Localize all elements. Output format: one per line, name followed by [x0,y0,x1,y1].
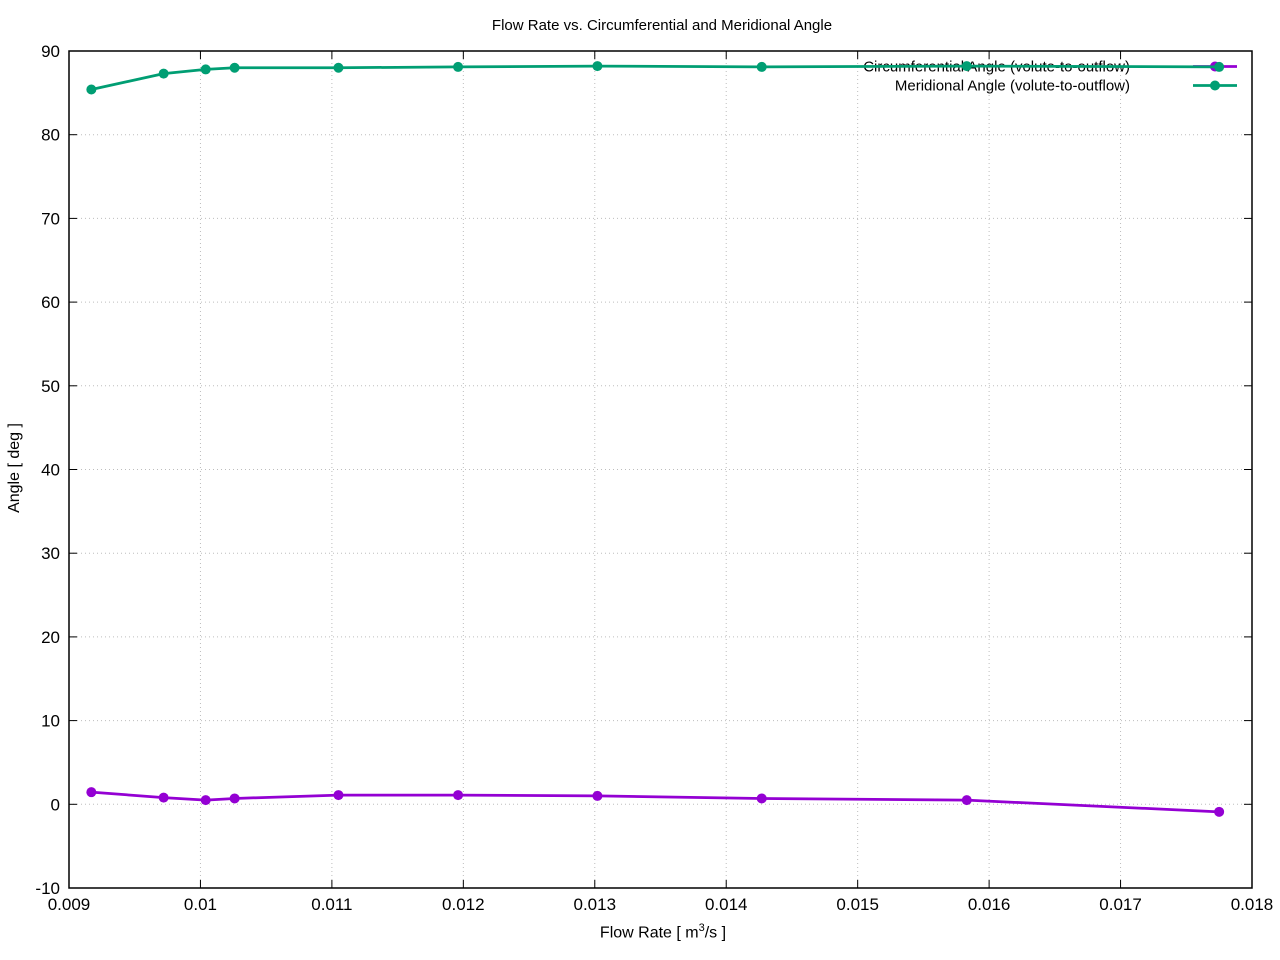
y-tick-label: 30 [41,544,60,563]
legend-label: Meridional Angle (volute-to-outflow) [895,78,1130,95]
plot-border [68,50,1253,889]
x-tick-label: 0.013 [574,895,617,914]
chart-title: Flow Rate vs. Circumferential and Meridi… [491,17,833,34]
x-tick-label: 0.017 [1099,895,1142,914]
y-tick-label: -10 [35,879,60,898]
data-point-circumferential [592,790,603,801]
data-point-meridional [333,62,344,73]
x-axis-label-unit: /s ] [704,924,727,942]
y-tick-label: 60 [41,293,60,312]
data-point-meridional [453,61,464,72]
data-point-meridional [158,68,169,79]
legend-sample-marker-meridional [1210,80,1220,91]
y-tick-label: 80 [41,126,60,145]
data-point-meridional [961,61,972,72]
data-point-meridional [1214,61,1225,72]
data-point-circumferential [200,795,211,806]
data-point-meridional [86,84,97,95]
data-point-circumferential [158,792,169,803]
data-point-meridional [229,62,240,73]
data-point-circumferential [961,795,972,806]
x-tick-label: 0.016 [968,895,1011,914]
y-tick-label: 20 [41,628,60,647]
data-point-circumferential [453,790,464,801]
x-tick-label: 0.015 [836,895,879,914]
y-tick-label: 10 [41,712,60,731]
x-axis-label: Flow Rate [ m3/s ] [600,922,726,942]
data-point-circumferential [1214,806,1225,817]
series-line-circumferential [91,790,1220,814]
x-tick-label: 0.018 [1231,895,1274,914]
series-line-meridional [91,64,1220,91]
y-axis-label: Angle [ deg ] [6,423,23,513]
x-tick-label: 0.009 [48,895,91,914]
data-point-meridional [756,61,767,72]
y-tick-label: 70 [41,209,60,228]
data-point-meridional [200,64,211,75]
data-point-meridional [592,61,603,72]
x-tick-label: 0.014 [705,895,748,914]
x-tick-label: 0.011 [311,895,352,914]
y-tick-label: 50 [41,377,60,396]
x-axis-label-text: Flow Rate [ m [599,924,699,942]
data-point-circumferential [756,793,767,804]
data-point-circumferential [333,790,344,801]
data-point-circumferential [86,787,97,798]
x-tick-label: 0.012 [442,895,485,914]
data-point-circumferential [229,793,240,804]
y-tick-label: 40 [41,461,60,480]
x-tick-label: 0.01 [184,895,217,914]
x-axis-label-superscript: 3 [698,922,705,934]
y-tick-label: 90 [41,42,60,61]
y-tick-label: 0 [51,795,60,814]
